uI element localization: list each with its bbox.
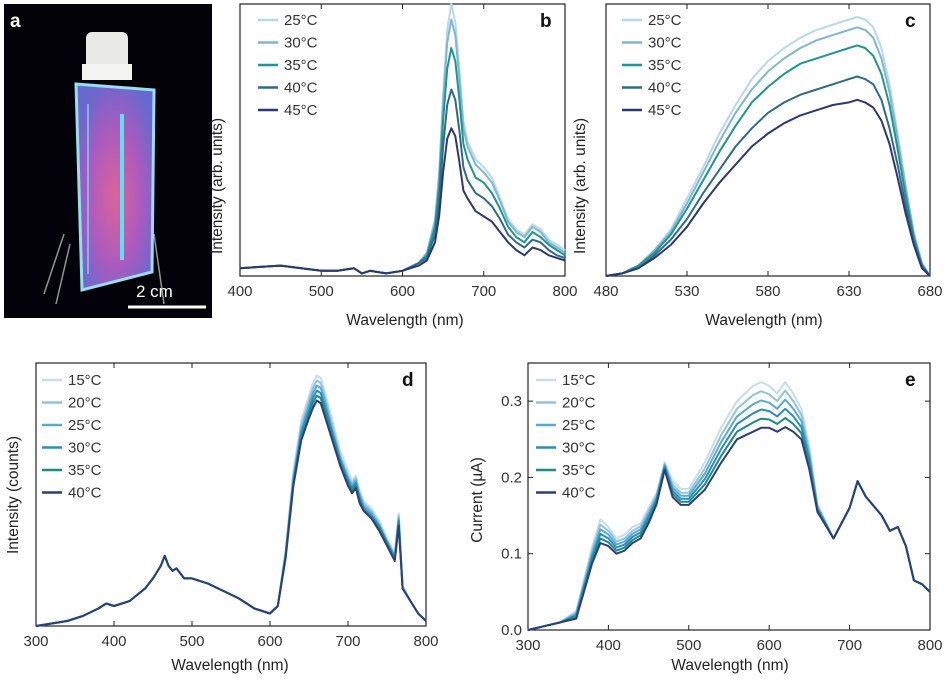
xlabel-e: Wavelength (nm) bbox=[671, 657, 788, 674]
panel-label-b: b bbox=[540, 11, 552, 32]
legend-label-c-4: 45°C bbox=[648, 102, 682, 119]
panel-label-e: e bbox=[905, 370, 916, 391]
legend-label-c-2: 35°C bbox=[648, 57, 682, 74]
x-tick-label-b: 700 bbox=[471, 283, 496, 300]
y-tick-label-e: 0.2 bbox=[501, 469, 522, 486]
legend-label-b-0: 25°C bbox=[284, 12, 318, 29]
x-tick-label-c: 680 bbox=[917, 283, 942, 300]
series-line-e-2 bbox=[527, 398, 931, 631]
ylabel-e: Current (µA) bbox=[469, 457, 486, 543]
ylabel-c: Intensity (arb. units) bbox=[572, 118, 589, 254]
x-tick-label-d: 800 bbox=[413, 633, 438, 650]
xlabel-b: Wavelength (nm) bbox=[346, 312, 463, 329]
x-tick-label-b: 600 bbox=[390, 283, 415, 300]
legend-label-e-1: 20°C bbox=[562, 395, 596, 412]
ylabel-d: Intensity (counts) bbox=[5, 436, 22, 554]
legend-label-b-2: 35°C bbox=[284, 57, 318, 74]
x-tick-label-e: 400 bbox=[596, 637, 621, 654]
panel-label-c: c bbox=[905, 11, 916, 32]
x-tick-label-b: 400 bbox=[227, 283, 252, 300]
legend-label-c-1: 30°C bbox=[648, 35, 682, 52]
x-tick-label-d: 400 bbox=[101, 633, 126, 650]
legend-label-d-3: 30°C bbox=[68, 440, 102, 457]
legend-label-b-4: 45°C bbox=[284, 102, 318, 119]
scale-label: 2 cm bbox=[136, 282, 173, 301]
panel-c-chart: Intensity (arb. units) Wavelength (nm) c… bbox=[572, 3, 943, 329]
x-tick-label-e: 700 bbox=[837, 637, 862, 654]
legend-label-e-2: 25°C bbox=[562, 417, 596, 434]
xlabel-d: Wavelength (nm) bbox=[171, 657, 288, 674]
legend-label-c-3: 40°C bbox=[648, 80, 682, 97]
x-tick-label-d: 700 bbox=[335, 633, 360, 650]
x-tick-label-d: 600 bbox=[257, 633, 282, 650]
x-tick-label-d: 500 bbox=[179, 633, 204, 650]
legend-label-d-4: 35°C bbox=[68, 462, 102, 479]
series-line-c-2 bbox=[605, 44, 931, 277]
x-tick-label-c: 530 bbox=[674, 283, 699, 300]
x-tick-label-c: 480 bbox=[593, 283, 618, 300]
x-tick-label-e: 500 bbox=[676, 637, 701, 654]
panel-e-chart: Current (µA) Wavelength (nm) e 300 400 500… bbox=[469, 362, 943, 674]
plot-frame-e bbox=[527, 362, 931, 631]
plot-frame-d bbox=[35, 362, 427, 627]
x-tick-label-d: 300 bbox=[23, 633, 48, 650]
xlabel-c: Wavelength (nm) bbox=[705, 312, 822, 329]
panel-label-a: a bbox=[10, 11, 21, 32]
panel-label-d: d bbox=[402, 370, 414, 391]
x-tick-label-b: 500 bbox=[309, 283, 334, 300]
x-tick-label-c: 630 bbox=[836, 283, 861, 300]
series-line-c-1 bbox=[605, 26, 931, 277]
legend-label-b-1: 30°C bbox=[284, 35, 318, 52]
y-tick-label-e: 0.1 bbox=[501, 546, 522, 563]
x-tick-label-e: 300 bbox=[515, 637, 540, 654]
series-line-d-5 bbox=[35, 399, 427, 627]
legend-label-d-2: 25°C bbox=[68, 417, 102, 434]
legend-label-c-0: 25°C bbox=[648, 12, 682, 29]
legend-label-d-0: 15°C bbox=[68, 372, 102, 389]
legend-label-e-5: 40°C bbox=[562, 485, 596, 502]
legend-label-e-0: 15°C bbox=[562, 372, 596, 389]
x-tick-label-e: 800 bbox=[917, 637, 942, 654]
series-line-e-5 bbox=[527, 426, 931, 631]
x-tick-label-c: 580 bbox=[755, 283, 780, 300]
panel-d-chart: Intensity (counts) Wavelength (nm) d 300… bbox=[5, 362, 439, 674]
legend-label-e-3: 30°C bbox=[562, 440, 596, 457]
series-line-c-4 bbox=[605, 98, 931, 277]
y-tick-label-e: 0.0 bbox=[501, 622, 522, 639]
cuvette-cap bbox=[86, 32, 128, 72]
cuvette-body bbox=[76, 84, 154, 290]
panel-b-chart: Intensity (arb. units) Wavelength (nm) b… bbox=[209, 3, 578, 329]
x-tick-label-e: 600 bbox=[757, 637, 782, 654]
legend-label-e-4: 35°C bbox=[562, 462, 596, 479]
legend-label-b-3: 40°C bbox=[284, 80, 318, 97]
ylabel-b: Intensity (arb. units) bbox=[209, 118, 226, 254]
series-line-b-4 bbox=[239, 127, 566, 275]
y-tick-label-e: 0.3 bbox=[501, 393, 522, 410]
series-line-c-3 bbox=[605, 75, 931, 277]
legend-label-d-1: 20°C bbox=[68, 395, 102, 412]
cuvette-photo bbox=[4, 4, 212, 318]
x-tick-label-b: 800 bbox=[552, 283, 577, 300]
legend-label-d-5: 40°C bbox=[68, 485, 102, 502]
